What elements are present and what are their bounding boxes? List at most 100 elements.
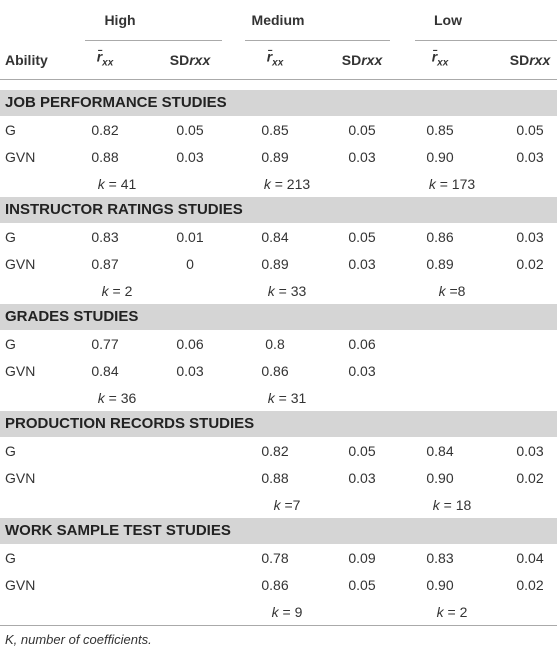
sd-symbol: rxx [361,52,383,68]
sd-symbol: rxx [529,52,551,68]
cell: 0.86 [426,228,454,245]
mean-header: r̄xx [97,47,114,74]
cell: 0.09 [348,549,376,566]
cell: 0.84 [91,362,119,379]
cell: 0.04 [516,549,544,566]
sd-header: SDrxx [342,50,382,70]
cell: 0.05 [348,121,376,138]
section-band [0,518,557,544]
cell: 0.86 [261,362,289,379]
section-title: WORK SAMPLE TEST STUDIES [5,522,231,539]
group-label: Medium [251,12,305,28]
k-count: k = 2 [101,282,133,299]
cell: 0.05 [348,228,376,245]
cell: 0.05 [516,121,544,138]
cell: 0.05 [348,442,376,459]
cell: 0.03 [176,362,204,379]
cell: 0.06 [176,335,204,352]
ability-header: Ability [5,52,48,68]
cell: 0.03 [348,148,376,165]
cell: 0.89 [261,148,289,165]
cell: 0.82 [261,442,289,459]
cell: 0.84 [426,442,454,459]
row-label: G [5,335,16,352]
cell: 0.90 [426,469,454,486]
k-count: k = 36 [97,389,137,406]
cell: 0.03 [516,228,544,245]
cell: 0.90 [426,148,454,165]
mean-subscript: xx [437,57,449,69]
cell: 0.88 [91,148,119,165]
k-count: k = 33 [267,282,307,299]
row-label: G [5,442,16,459]
cell: 0.84 [261,228,289,245]
sd-prefix: SD [509,52,530,68]
cell: 0.90 [426,576,454,593]
cell: 0.78 [261,549,289,566]
k-count: k = 18 [432,496,472,513]
bottom-rule [0,625,557,626]
cell: 0.02 [516,576,544,593]
group-rule [245,40,390,41]
footnote: K, number of coefficients. [5,632,152,647]
cell: 0.03 [516,442,544,459]
section-band [0,411,557,437]
section-title: PRODUCTION RECORDS STUDIES [5,415,255,432]
row-label: GVN [5,469,36,486]
sd-header: SDrxx [510,50,550,70]
group-rule [415,40,557,41]
sd-prefix: SD [341,52,362,68]
mean-subscript: xx [102,57,114,69]
cell: 0.87 [91,255,119,272]
k-count: k = 213 [263,175,311,192]
mean-header: r̄xx [432,47,449,74]
cell: 0.83 [426,549,454,566]
row-label: GVN [5,576,36,593]
cell: 0.05 [176,121,204,138]
cell: 0.02 [516,255,544,272]
sd-prefix: SD [169,52,190,68]
section-band [0,304,557,330]
mean-header: r̄xx [267,47,284,74]
group-label: High [104,12,136,28]
cell: 0.88 [261,469,289,486]
cell: 0.82 [91,121,119,138]
mean-subscript: xx [272,57,284,69]
cell: 0.86 [261,576,289,593]
sd-symbol: rxx [189,52,211,68]
cell: 0.03 [348,469,376,486]
cell: 0.8 [265,335,285,352]
cell: 0.03 [348,362,376,379]
cell: 0.85 [426,121,454,138]
k-count: k =8 [438,282,466,299]
section-title: JOB PERFORMANCE STUDIES [5,94,227,111]
mean-symbol: r̄ [96,48,103,65]
group-label: Low [434,12,462,28]
mean-symbol: r̄ [266,48,273,65]
cell: 0.83 [91,228,119,245]
section-title: INSTRUCTOR RATINGS STUDIES [5,201,243,218]
mean-symbol: r̄ [431,48,438,65]
cell: 0 [186,255,194,272]
row-label: G [5,549,16,566]
row-label: G [5,121,16,138]
cell: 0.01 [176,228,204,245]
cell: 0.06 [348,335,376,352]
k-count: k =7 [273,496,301,513]
cell: 0.03 [348,255,376,272]
k-count: k = 2 [436,603,468,620]
group-rule [85,40,222,41]
header-rule [0,79,557,80]
k-count: k = 173 [428,175,476,192]
section-band [0,90,557,116]
cell: 0.85 [261,121,289,138]
cell: 0.02 [516,469,544,486]
sd-header: SDrxx [170,50,210,70]
k-count: k = 9 [271,603,303,620]
row-label: GVN [5,362,36,379]
row-label: GVN [5,148,36,165]
cell: 0.89 [261,255,289,272]
cell: 0.03 [516,148,544,165]
row-label: GVN [5,255,36,272]
